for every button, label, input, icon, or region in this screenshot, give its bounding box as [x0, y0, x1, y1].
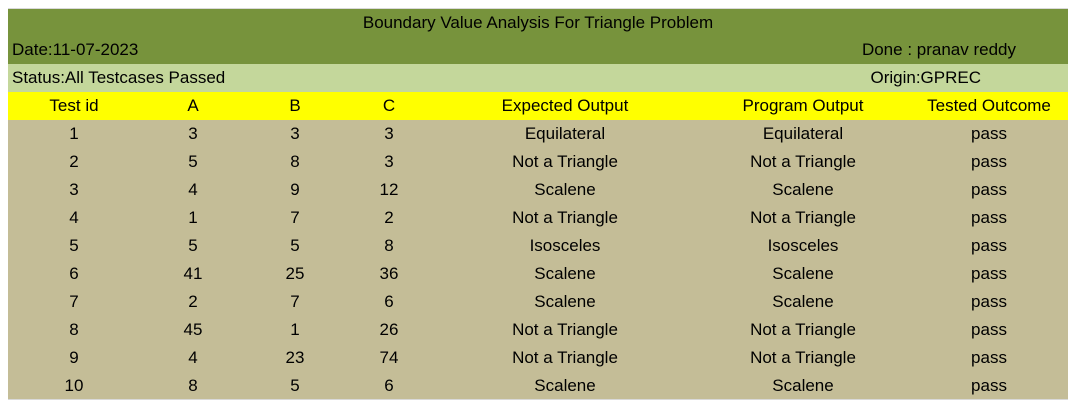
- cell-c[interactable]: 3: [384, 124, 394, 143]
- cell-test-id[interactable]: 1: [69, 124, 79, 143]
- table-row: 5 5 5 8 Isosceles Isosceles pass: [8, 232, 1068, 260]
- cell-test-id[interactable]: 3: [69, 180, 79, 199]
- cell-tested-outcome[interactable]: pass: [971, 152, 1007, 171]
- status-row[interactable]: Status:All Testcases Passed Origin:GPREC: [8, 64, 1068, 92]
- cell-program-output[interactable]: Not a Triangle: [750, 320, 856, 339]
- cell-program-output[interactable]: Equilateral: [762, 124, 844, 143]
- cell-tested-outcome[interactable]: pass: [971, 320, 1007, 339]
- cell-test-id[interactable]: 10: [64, 375, 84, 395]
- table-row: 3 4 9 12 Scalene Scalene pass: [8, 176, 1068, 204]
- cell-program-output[interactable]: Scalene: [772, 264, 834, 283]
- cell-b[interactable]: 8: [290, 152, 300, 171]
- cell-test-id[interactable]: 4: [69, 208, 79, 227]
- cell-program-output[interactable]: Not a Triangle: [750, 348, 856, 367]
- cell-b[interactable]: 9: [290, 180, 300, 199]
- header-program-output[interactable]: Program Output: [742, 96, 864, 115]
- cell-b[interactable]: 25: [285, 264, 305, 283]
- cell-c[interactable]: 8: [384, 236, 394, 255]
- cell-expected-output[interactable]: Not a Triangle: [512, 152, 618, 171]
- cell-test-id[interactable]: 5: [69, 236, 79, 255]
- cell-c[interactable]: 3: [384, 152, 394, 171]
- cell-tested-outcome[interactable]: pass: [971, 180, 1007, 199]
- cell-b[interactable]: 5: [290, 375, 300, 395]
- header-b[interactable]: B: [289, 96, 301, 115]
- cell-c[interactable]: 74: [379, 348, 399, 367]
- cell-tested-outcome[interactable]: pass: [971, 264, 1007, 283]
- cell-program-output[interactable]: Scalene: [772, 375, 834, 395]
- cell-program-output[interactable]: Isosceles: [767, 236, 839, 255]
- cell-test-id[interactable]: 8: [69, 320, 79, 339]
- table-row: 1 3 3 3 Equilateral Equilateral pass: [8, 120, 1068, 148]
- table-row: 10 8 5 6 Scalene Scalene pass: [8, 372, 1068, 400]
- cell-program-output[interactable]: Not a Triangle: [750, 152, 856, 171]
- cell-b[interactable]: 7: [290, 208, 300, 227]
- cell-a[interactable]: 4: [188, 180, 198, 199]
- origin-cell[interactable]: Origin:GPREC: [870, 68, 981, 87]
- title-row[interactable]: Boundary Value Analysis For Triangle Pro…: [8, 8, 1068, 36]
- cell-c[interactable]: 36: [379, 264, 399, 283]
- cell-a[interactable]: 45: [183, 320, 203, 339]
- cell-expected-output[interactable]: Not a Triangle: [512, 348, 618, 367]
- table-row: 6 41 25 36 Scalene Scalene pass: [8, 260, 1068, 288]
- date-cell[interactable]: Date:11-07-2023: [12, 40, 139, 59]
- cell-c[interactable]: 26: [379, 320, 399, 339]
- sheet-title[interactable]: Boundary Value Analysis For Triangle Pro…: [362, 12, 714, 32]
- header-a[interactable]: A: [187, 96, 199, 115]
- header-c[interactable]: C: [382, 96, 396, 115]
- cell-expected-output[interactable]: Not a Triangle: [512, 208, 618, 227]
- cell-a[interactable]: 5: [188, 236, 198, 255]
- cell-tested-outcome[interactable]: pass: [971, 348, 1007, 367]
- cell-tested-outcome[interactable]: pass: [971, 236, 1007, 255]
- cell-a[interactable]: 41: [183, 264, 203, 283]
- cell-a[interactable]: 3: [188, 124, 198, 143]
- cell-tested-outcome[interactable]: pass: [971, 375, 1007, 395]
- cell-program-output[interactable]: Scalene: [772, 180, 834, 199]
- cell-test-id[interactable]: 9: [69, 348, 79, 367]
- cell-expected-output[interactable]: Not a Triangle: [512, 320, 618, 339]
- table-row: 9 4 23 74 Not a Triangle Not a Triangle …: [8, 344, 1068, 372]
- cell-tested-outcome[interactable]: pass: [971, 292, 1007, 311]
- cell-a[interactable]: 1: [188, 208, 198, 227]
- cell-a[interactable]: 4: [188, 348, 198, 367]
- cell-a[interactable]: 8: [188, 375, 198, 395]
- cell-c[interactable]: 6: [384, 292, 394, 311]
- cell-b[interactable]: 5: [290, 236, 300, 255]
- table-body: 1 3 3 3 Equilateral Equilateral pass 2 5…: [8, 120, 1068, 400]
- cell-expected-output[interactable]: Scalene: [534, 292, 596, 311]
- table-row: 8 45 1 26 Not a Triangle Not a Triangle …: [8, 316, 1068, 344]
- cell-b[interactable]: 3: [290, 124, 300, 143]
- cell-c[interactable]: 12: [379, 180, 399, 199]
- cell-test-id[interactable]: 6: [69, 264, 79, 283]
- table-row: 7 2 7 6 Scalene Scalene pass: [8, 288, 1068, 316]
- cell-expected-output[interactable]: Equilateral: [524, 124, 606, 143]
- cell-b[interactable]: 7: [290, 292, 300, 311]
- header-expected-output[interactable]: Expected Output: [501, 96, 629, 115]
- cell-expected-output[interactable]: Scalene: [534, 180, 596, 199]
- cell-b[interactable]: 23: [285, 348, 305, 367]
- cell-a[interactable]: 2: [188, 292, 198, 311]
- cell-tested-outcome[interactable]: pass: [971, 124, 1007, 143]
- cell-b[interactable]: 1: [290, 320, 300, 339]
- cell-c[interactable]: 2: [384, 208, 394, 227]
- cell-tested-outcome[interactable]: pass: [971, 208, 1007, 227]
- table-row: 4 1 7 2 Not a Triangle Not a Triangle pa…: [8, 204, 1068, 232]
- date-row[interactable]: Date:11-07-2023 Done : pranav reddy: [8, 36, 1068, 64]
- cell-program-output[interactable]: Not a Triangle: [750, 208, 856, 227]
- header-test-id[interactable]: Test id: [49, 96, 99, 115]
- status-cell[interactable]: Status:All Testcases Passed: [12, 68, 226, 87]
- cell-expected-output[interactable]: Scalene: [534, 264, 596, 283]
- cell-program-output[interactable]: Scalene: [772, 292, 834, 311]
- table-header-row: Test id A B C Expected Output Program Ou…: [8, 92, 1068, 120]
- done-by-cell[interactable]: Done : pranav reddy: [861, 40, 1016, 59]
- cell-expected-output[interactable]: Scalene: [534, 375, 596, 395]
- cell-a[interactable]: 5: [188, 152, 198, 171]
- table-row: 2 5 8 3 Not a Triangle Not a Triangle pa…: [8, 148, 1068, 176]
- header-tested-outcome[interactable]: Tested Outcome: [927, 96, 1051, 115]
- cell-range: Boundary Value Analysis For Triangle Pro…: [8, 8, 1068, 400]
- cell-expected-output[interactable]: Isosceles: [529, 236, 601, 255]
- cell-c[interactable]: 6: [384, 375, 394, 395]
- cell-test-id[interactable]: 2: [69, 152, 79, 171]
- cell-test-id[interactable]: 7: [69, 292, 79, 311]
